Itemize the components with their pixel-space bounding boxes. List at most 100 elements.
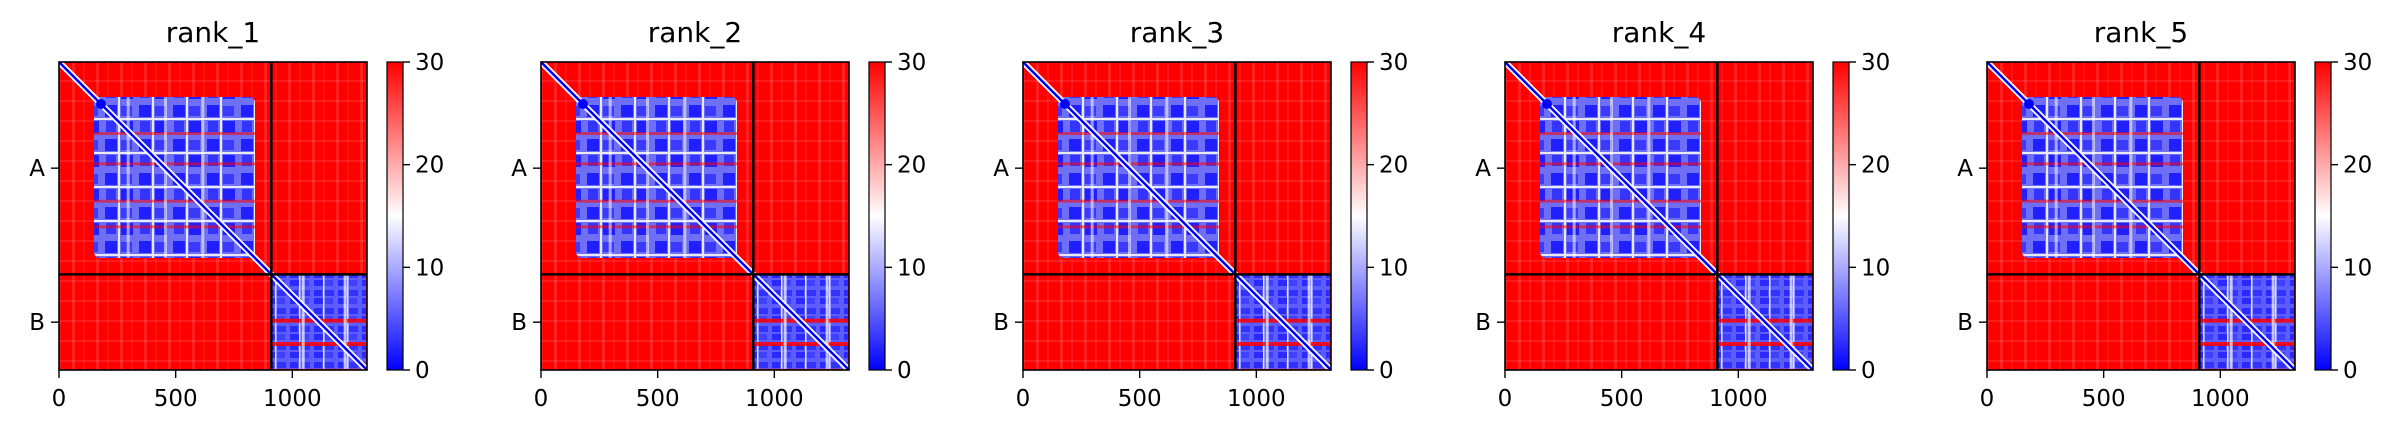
chain-a-band-1 — [1058, 132, 1219, 135]
x-tick-label: 1000 — [745, 386, 804, 412]
colorbar — [386, 61, 404, 371]
axes-frame — [1022, 61, 1332, 371]
chain-a-band-3 — [576, 199, 737, 203]
colorbar-tick-label: 0 — [1379, 358, 1394, 384]
x-tick-label: 1000 — [2191, 386, 2250, 412]
colorbar-tick-label: 0 — [415, 358, 430, 384]
chain-a-vband-1 — [126, 97, 130, 258]
chain-a-vband-3 — [683, 97, 687, 258]
chain-b-vband-1 — [1747, 275, 1751, 369]
axes-frame — [1986, 61, 2296, 371]
colorbar-tick-label: 20 — [415, 153, 444, 179]
chain-b-band-2 — [1718, 342, 1812, 346]
chain-b-vband-1 — [2229, 275, 2233, 369]
colorbar-tick-label: 0 — [2343, 358, 2358, 384]
chain-a-band-2 — [94, 162, 255, 166]
chain-a-vband-2 — [164, 97, 167, 258]
colorbar-tick-label: 20 — [2343, 153, 2372, 179]
x-tick-label: 1000 — [1709, 386, 1768, 412]
colorbar — [1350, 61, 1368, 371]
x-tick-label: 500 — [636, 386, 680, 412]
axes-frame — [58, 61, 368, 371]
panel-5: rank_5 0 500 1000 A B 0 10 20 30 — [1957, 16, 2372, 412]
x-tick-label: 0 — [534, 386, 549, 412]
chain-b-band-2 — [1236, 342, 1330, 346]
chart-title: rank_5 — [2094, 16, 2188, 49]
x-tick-label: 500 — [2082, 386, 2126, 412]
colorbar-tick-label: 20 — [897, 153, 926, 179]
chain-a-vband-1 — [1090, 97, 1094, 258]
y-tick-label: A — [1475, 156, 1491, 182]
chain-b-vband-2 — [2271, 275, 2275, 369]
chain-a-vband-3 — [1647, 97, 1651, 258]
x-tick-label: 1000 — [263, 386, 322, 412]
chain-a-band-4 — [1058, 225, 1219, 229]
x-tick-label: 1000 — [1227, 386, 1286, 412]
chain-a-band-1 — [2022, 132, 2183, 135]
chain-b-band-2 — [754, 342, 848, 346]
chain-a-band-4 — [94, 225, 255, 229]
chain-a-band-3 — [1058, 199, 1219, 203]
colorbar-tick-label: 10 — [1861, 255, 1890, 281]
y-tick-label: B — [511, 310, 527, 336]
chain-b-vband-2 — [825, 275, 829, 369]
y-tick-label: B — [1475, 310, 1491, 336]
y-tick-label: B — [29, 310, 45, 336]
colorbar-tick-label: 30 — [2343, 50, 2372, 76]
diagonal — [540, 61, 850, 371]
colorbar-tick-label: 0 — [1861, 358, 1876, 384]
diagonal — [1986, 61, 2296, 371]
chain-b-vband-1 — [783, 275, 787, 369]
chart-title: rank_1 — [166, 16, 260, 49]
chain-a-vband-3 — [2129, 97, 2133, 258]
chain-a-band-2 — [2022, 162, 2183, 166]
colorbar — [868, 61, 886, 371]
colorbar-tick-label: 30 — [897, 50, 926, 76]
chain-b-vband-1 — [301, 275, 305, 369]
chain-a-band-1 — [1540, 132, 1701, 135]
panel-2: rank_2 0 500 1000 A B 0 10 20 30 — [511, 16, 926, 412]
chain-a-vband-2 — [646, 97, 649, 258]
x-tick-label: 500 — [1118, 386, 1162, 412]
y-tick-label: B — [1957, 310, 1973, 336]
chain-a-vband-1 — [608, 97, 612, 258]
x-tick-label: 500 — [1600, 386, 1644, 412]
colorbar — [2314, 61, 2332, 371]
panel-4: rank_4 0 500 1000 A B 0 10 20 30 — [1475, 16, 1890, 412]
chain-a-band-4 — [2022, 225, 2183, 229]
chain-a-vband-2 — [2092, 97, 2095, 258]
colorbar-tick-label: 10 — [1379, 255, 1408, 281]
chart-title: rank_4 — [1612, 16, 1706, 49]
x-tick-label: 500 — [154, 386, 198, 412]
diagonal-node — [96, 99, 106, 109]
chain-b-vband-2 — [343, 275, 347, 369]
diagonal-node — [1060, 99, 1070, 109]
chain-a-band-4 — [576, 225, 737, 229]
chain-b-vband-2 — [1307, 275, 1311, 369]
chain-a-band-3 — [1540, 199, 1701, 203]
diagonal — [1022, 61, 1332, 371]
chain-a-band-3 — [2022, 199, 2183, 203]
panel-3: rank_3 0 500 1000 A B 0 10 20 30 — [993, 16, 1408, 412]
panel-1: rank_1 0 500 1000 A B 0 10 20 30 — [29, 16, 444, 412]
x-tick-label: 0 — [52, 386, 67, 412]
y-tick-label: A — [993, 156, 1009, 182]
chain-a-band-1 — [576, 132, 737, 135]
axes-frame — [1504, 61, 1814, 371]
colorbar-tick-label: 10 — [415, 255, 444, 281]
colorbar-tick-label: 30 — [415, 50, 444, 76]
chain-a-vband-3 — [1165, 97, 1169, 258]
chain-a-vband-2 — [1128, 97, 1131, 258]
colorbar-tick-label: 30 — [1861, 50, 1890, 76]
chain-a-band-2 — [1058, 162, 1219, 166]
colorbar-tick-label: 0 — [897, 358, 912, 384]
axes-frame — [540, 61, 850, 371]
x-tick-label: 0 — [1980, 386, 1995, 412]
chain-b-band-2 — [272, 342, 366, 346]
chain-a-band-2 — [1540, 162, 1701, 166]
colorbar — [1832, 61, 1850, 371]
chart-title: rank_3 — [1130, 16, 1224, 49]
chain-a-band-1 — [94, 132, 255, 135]
chain-a-vband-3 — [201, 97, 205, 258]
